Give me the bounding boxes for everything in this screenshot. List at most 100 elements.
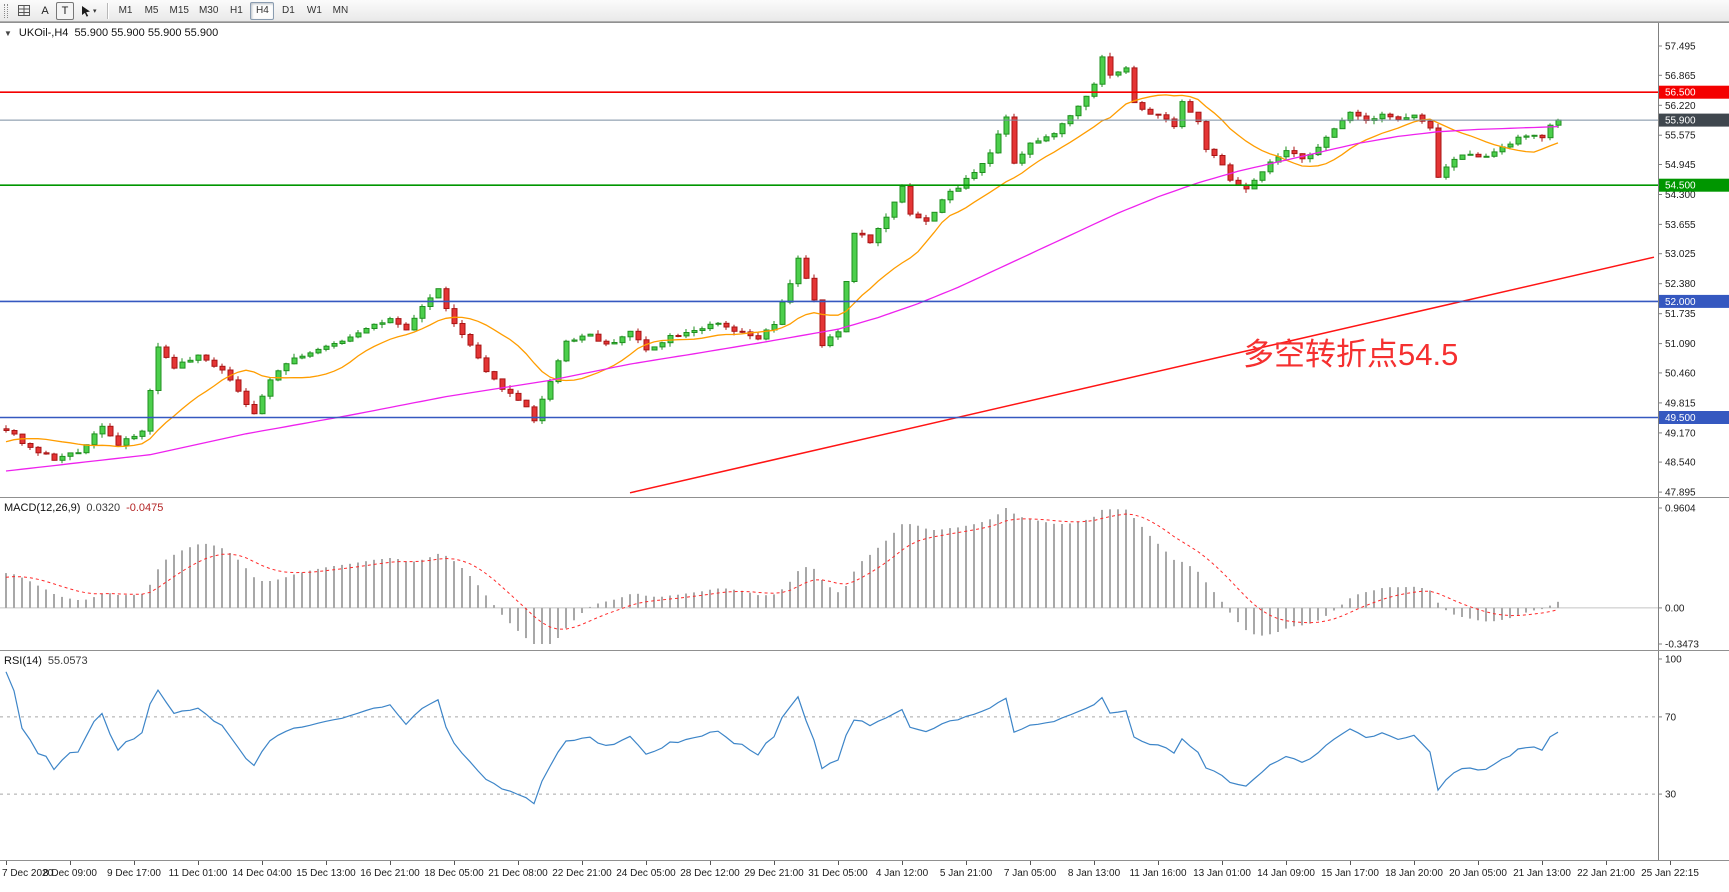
price-axis-label: 47.895	[1665, 488, 1696, 497]
rsi-line	[5, 671, 1559, 805]
macd-axis-label: 0.00	[1665, 603, 1685, 614]
price-axis-label: 51.090	[1665, 339, 1696, 350]
time-axis-label: 29 Dec 21:00	[744, 868, 804, 879]
timeframe-h4-button[interactable]: H4	[250, 1, 275, 20]
timeframe-m30-button[interactable]: M30	[198, 5, 219, 16]
time-tick	[1094, 861, 1095, 865]
macd-indicator-panel[interactable]: 0.9604 0.00 -0.3473 MACD(12,26,9) 0.0320 -…	[0, 497, 1729, 650]
time-tick	[454, 861, 455, 865]
time-axis-label: 31 Dec 05:00	[808, 868, 868, 879]
toolbar-grip[interactable]	[4, 3, 8, 18]
rsi-axis-label: 70	[1665, 712, 1677, 723]
svg-text:54.500: 54.500	[1665, 181, 1696, 192]
dropdown-caret-icon: ▾	[93, 7, 97, 15]
timeframe-m5-button[interactable]: M5	[144, 5, 159, 16]
time-axis-label: 5 Jan 21:00	[939, 868, 993, 879]
price-axis-label: 54.945	[1665, 160, 1696, 171]
time-tick	[1478, 861, 1479, 865]
time-axis[interactable]: 7 Dec 2020 8 Dec 09:00 9 Dec 17:00 11 Dec 0…	[0, 860, 1729, 892]
timeframe-w1-button[interactable]: W1	[306, 5, 322, 16]
time-tick	[1286, 861, 1287, 865]
grid-icon	[18, 5, 30, 16]
ma-fast-line	[5, 94, 1559, 448]
macd-histogram	[5, 508, 1559, 644]
grid-button[interactable]	[14, 2, 34, 20]
rsi-indicator-panel[interactable]: 100 70 30 RSI(14) 55.0573	[0, 650, 1729, 860]
time-tick	[326, 861, 327, 865]
price-axis-label: 49.170	[1665, 428, 1696, 439]
toolbar-separator	[106, 2, 108, 19]
macd-signal-line	[5, 513, 1559, 630]
time-axis-label: 9 Dec 17:00	[107, 868, 161, 879]
time-tick	[1030, 861, 1031, 865]
price-badge: 49.500	[1659, 411, 1729, 424]
timeframe-mn-button[interactable]: MN	[332, 5, 349, 16]
tool-buttons-group: A T ▾	[13, 1, 102, 20]
time-axis-label: 14 Dec 04:00	[232, 868, 292, 879]
timeframe-m1-button[interactable]: M1	[118, 5, 133, 16]
trend-line	[629, 256, 1655, 494]
time-axis-label: 7 Dec 2020	[2, 868, 54, 879]
time-axis-label: 8 Jan 13:00	[1067, 868, 1121, 879]
time-tick	[518, 861, 519, 865]
time-tick	[1350, 861, 1351, 865]
macd-svg: 0.9604 0.00 -0.3473	[0, 498, 1699, 650]
time-tick	[6, 861, 7, 865]
time-tick	[390, 861, 391, 865]
time-axis-label: 11 Dec 01:00	[168, 868, 228, 879]
time-axis-label: 21 Jan 13:00	[1513, 868, 1571, 879]
time-axis-label: 4 Jan 12:00	[875, 868, 929, 879]
time-tick	[646, 861, 647, 865]
time-tick	[1158, 861, 1159, 865]
svg-text:55.900: 55.900	[1665, 116, 1696, 127]
main-chart-svg: 57.495 56.865 56.220 55.575 54.945 54.300 53.6…	[0, 23, 1729, 497]
cursor-tool-button[interactable]: ▾	[76, 2, 101, 20]
time-tick	[838, 861, 839, 865]
time-axis-label: 15 Dec 13:00	[296, 868, 356, 879]
time-axis-label: 28 Dec 12:00	[680, 868, 740, 879]
time-axis-label: 8 Dec 09:00	[43, 868, 97, 879]
time-axis-label: 11 Jan 16:00	[1129, 868, 1187, 879]
time-tick	[134, 861, 135, 865]
time-tick	[262, 861, 263, 865]
time-tick	[582, 861, 583, 865]
price-axis-label: 54.300	[1665, 190, 1696, 201]
time-axis-label: 18 Dec 05:00	[424, 868, 484, 879]
main-chart-panel[interactable]: 57.495 56.865 56.220 55.575 54.945 54.300 53.6…	[0, 22, 1729, 497]
timeframe-h1-button[interactable]: H1	[230, 5, 243, 16]
time-axis-label: 14 Jan 09:00	[1257, 868, 1315, 879]
time-axis-label: 16 Dec 21:00	[360, 868, 420, 879]
svg-text:52.000: 52.000	[1665, 297, 1696, 308]
svg-text:56.500: 56.500	[1665, 88, 1696, 99]
toolbar: A T ▾ M1 M5 M15 M30 H1 H4 D1 W1 MN	[0, 0, 1729, 22]
price-axis-label: 48.540	[1665, 458, 1696, 469]
rsi-axis-label: 30	[1665, 790, 1677, 801]
svg-text:49.500: 49.500	[1665, 413, 1696, 424]
price-badge: 54.500	[1659, 178, 1729, 192]
timeframe-d1-button[interactable]: D1	[282, 5, 295, 16]
price-axis-label: 53.025	[1665, 249, 1696, 260]
rsi-axis-label: 100	[1665, 655, 1682, 666]
candlestick-series	[3, 52, 1562, 464]
time-tick	[1414, 861, 1415, 865]
price-badge: 52.000	[1659, 294, 1729, 308]
price-axis-label: 52.380	[1665, 279, 1696, 290]
price-axis-label: 50.460	[1665, 368, 1696, 379]
price-axis-label: 57.495	[1665, 42, 1696, 53]
time-tick	[966, 861, 967, 865]
time-axis-label: 21 Dec 08:00	[488, 868, 548, 879]
time-axis-label: 20 Jan 05:00	[1449, 868, 1507, 879]
a-tool-button[interactable]: A	[41, 4, 49, 17]
time-axis-label: 13 Jan 01:00	[1193, 868, 1251, 879]
text-tool-button[interactable]: T	[56, 1, 74, 20]
time-axis-label: 7 Jan 05:00	[1003, 868, 1057, 879]
time-tick	[1222, 861, 1223, 865]
timeframe-m15-button[interactable]: M15	[169, 5, 189, 16]
time-axis-label: 25 Jan 22:15	[1641, 868, 1699, 879]
ma-mid-line	[5, 125, 1559, 472]
time-tick	[710, 861, 711, 865]
cursor-icon	[82, 5, 90, 17]
time-tick	[1606, 861, 1607, 865]
price-axis-label: 56.865	[1665, 71, 1696, 82]
time-tick	[1670, 861, 1671, 865]
